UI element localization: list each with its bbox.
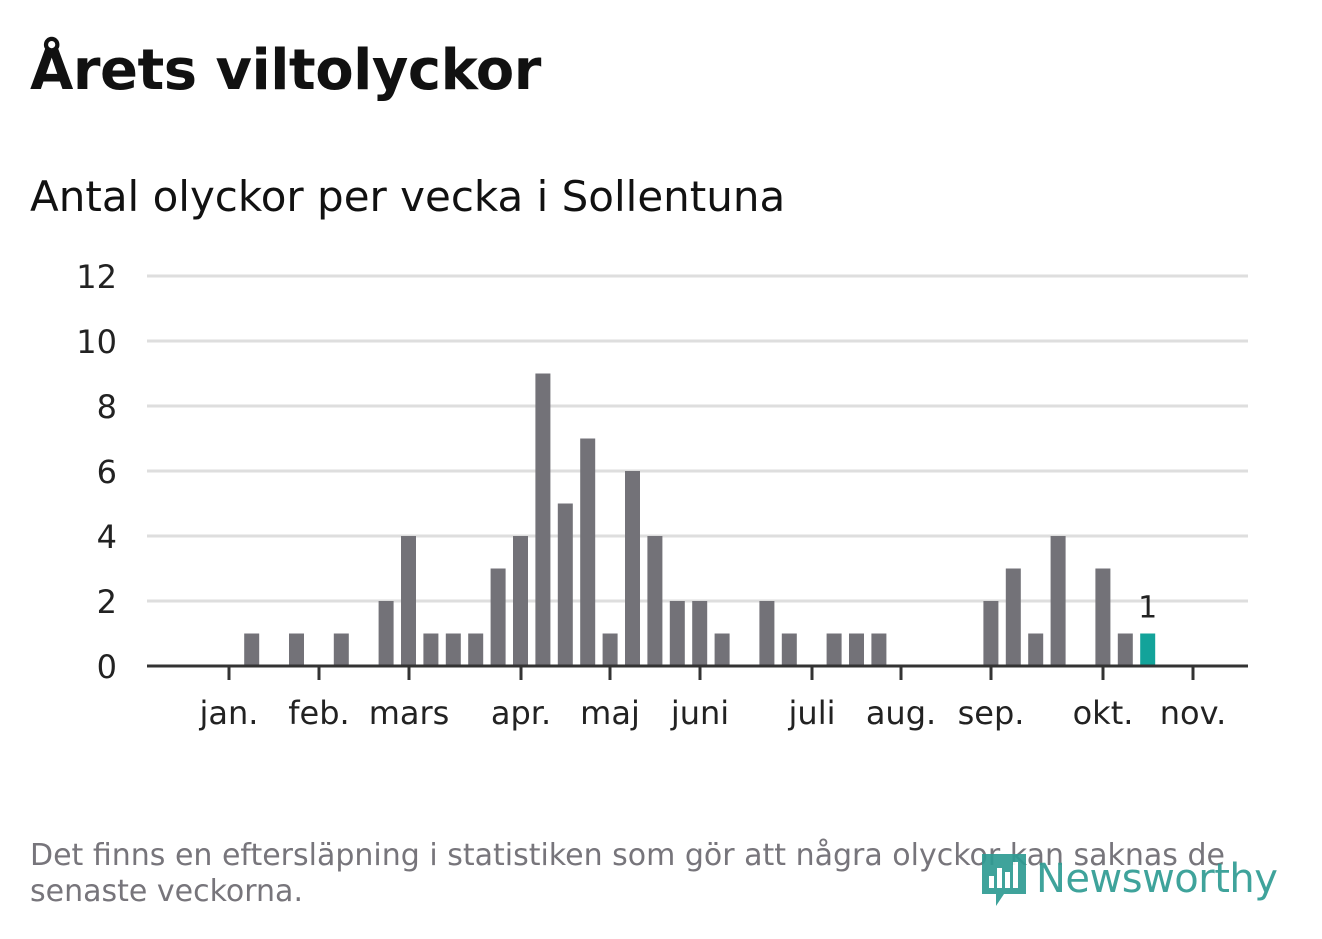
bar-week-8 — [333, 633, 349, 666]
x-tick-label: juli — [788, 694, 836, 732]
bar-week-20 — [602, 633, 618, 666]
x-tick-label: sep. — [958, 694, 1025, 732]
chart-title: Årets viltolyckor — [30, 38, 541, 103]
newsworthy-logo: Newsworthy — [978, 848, 1278, 910]
x-tick-label: aug. — [866, 694, 936, 732]
bar-week-38 — [1005, 568, 1021, 666]
bar-week-12 — [423, 633, 439, 666]
x-tick-label: nov. — [1160, 694, 1226, 732]
bar-week-21 — [625, 471, 640, 666]
x-tick-label: jan. — [199, 694, 259, 732]
bars — [244, 373, 1156, 666]
y-tick-label: 12 — [76, 258, 117, 296]
bar-week-14 — [468, 633, 484, 666]
highlight-data-label: 1 — [1138, 591, 1157, 626]
bar-week-44 — [1140, 633, 1156, 666]
y-axis-ticks: 0 2 4 6 8 10 12 — [76, 258, 117, 686]
bar-week-39 — [1028, 633, 1044, 666]
x-tick-label: maj — [580, 694, 640, 732]
x-tick-label: juni — [670, 694, 729, 732]
y-tick-label: 8 — [97, 388, 117, 426]
data-labels: 1 — [1138, 591, 1157, 626]
bar-week-16 — [513, 536, 528, 666]
bar-week-19 — [580, 438, 596, 666]
x-axis-ticks: jan. feb. mars apr. maj juni juli aug. sep. okt. n… — [199, 666, 1226, 732]
bar-week-43 — [1117, 633, 1133, 666]
y-tick-label: 2 — [97, 583, 117, 621]
y-tick-label: 0 — [97, 648, 117, 686]
bar-week-27 — [759, 601, 775, 666]
bar-week-42 — [1095, 568, 1111, 666]
gridlines — [147, 274, 1248, 603]
bar-week-31 — [849, 633, 864, 666]
bar-week-6 — [289, 633, 304, 666]
bar-week-32 — [871, 633, 887, 666]
brand-name: Newsworthy — [1036, 856, 1278, 902]
bar-week-11 — [401, 536, 416, 666]
bar-week-37 — [983, 601, 999, 666]
bar-week-22 — [647, 536, 663, 666]
bar-chart: 0 2 4 6 8 10 12 jan. feb. mars apr. maj juni juli aug… — [76, 258, 1248, 732]
bar-week-23 — [669, 601, 685, 666]
x-tick-label: feb. — [288, 694, 349, 732]
bar-week-24 — [692, 601, 708, 666]
x-tick-label: apr. — [491, 694, 551, 732]
bar-week-17 — [535, 373, 551, 666]
bar-week-15 — [490, 568, 506, 666]
bar-chart-speech-icon — [982, 854, 1026, 906]
y-tick-label: 6 — [97, 453, 117, 491]
x-tick-label: mars — [369, 694, 450, 732]
x-tick-label: okt. — [1073, 694, 1134, 732]
bar-week-4 — [244, 633, 260, 666]
bar-week-40 — [1050, 536, 1066, 666]
bar-week-28 — [781, 633, 797, 666]
chart-subtitle: Antal olyckor per vecka i Sollentuna — [30, 172, 786, 221]
bar-week-10 — [378, 601, 394, 666]
y-tick-label: 10 — [76, 323, 117, 361]
bar-week-13 — [445, 633, 461, 666]
bar-week-30 — [826, 633, 842, 666]
y-tick-label: 4 — [97, 518, 117, 556]
bar-week-25 — [714, 633, 730, 666]
bar-week-18 — [557, 503, 573, 666]
